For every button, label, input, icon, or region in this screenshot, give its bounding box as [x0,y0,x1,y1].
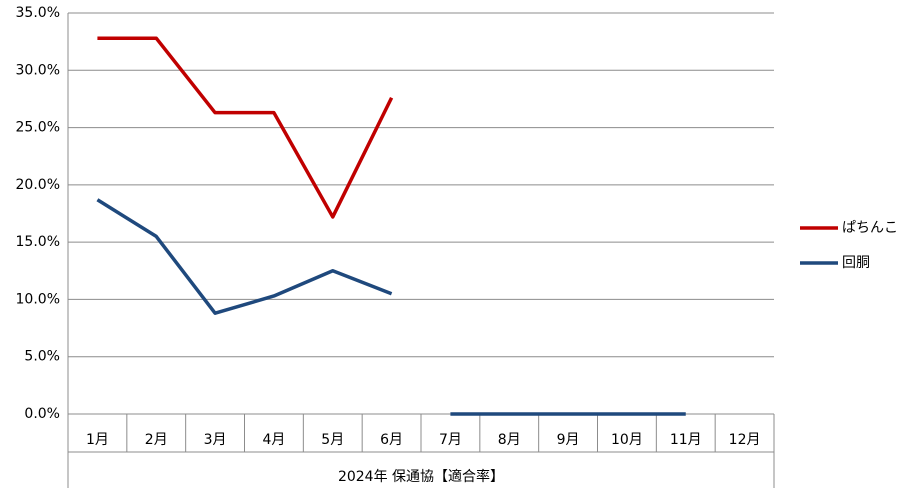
series-line [97,36,394,219]
x-tick-label: 1月 [86,432,109,448]
x-tick-label: 10月 [611,432,643,448]
y-tick-label: 10.0% [16,291,60,307]
y-tick-label: 30.0% [16,62,60,78]
x-tick-label: 9月 [557,432,580,448]
series-line [96,198,393,315]
x-tick-label: 4月 [262,432,285,448]
x-tick-label: 6月 [380,432,403,448]
y-tick-label: 35.0% [16,5,60,21]
legend-label: 回胴 [842,255,870,271]
x-tick-label: 3月 [204,432,227,448]
x-tick-label: 7月 [439,432,462,448]
x-tick-label: 5月 [321,432,344,448]
x-tick-label: 12月 [729,432,761,448]
y-tick-label: 20.0% [16,177,60,193]
x-tick-label: 11月 [670,432,702,448]
y-tick-label: 25.0% [16,120,60,136]
x-tick-label: 8月 [498,432,521,448]
legend-label: ぱちんこ [842,220,898,236]
x-tick-label: 2月 [145,432,168,448]
y-tick-label: 0.0% [24,406,60,422]
y-tick-label: 15.0% [16,234,60,250]
y-tick-label: 5.0% [24,349,60,365]
x-group-label: 2024年 保通協【適合率】 [338,468,504,485]
